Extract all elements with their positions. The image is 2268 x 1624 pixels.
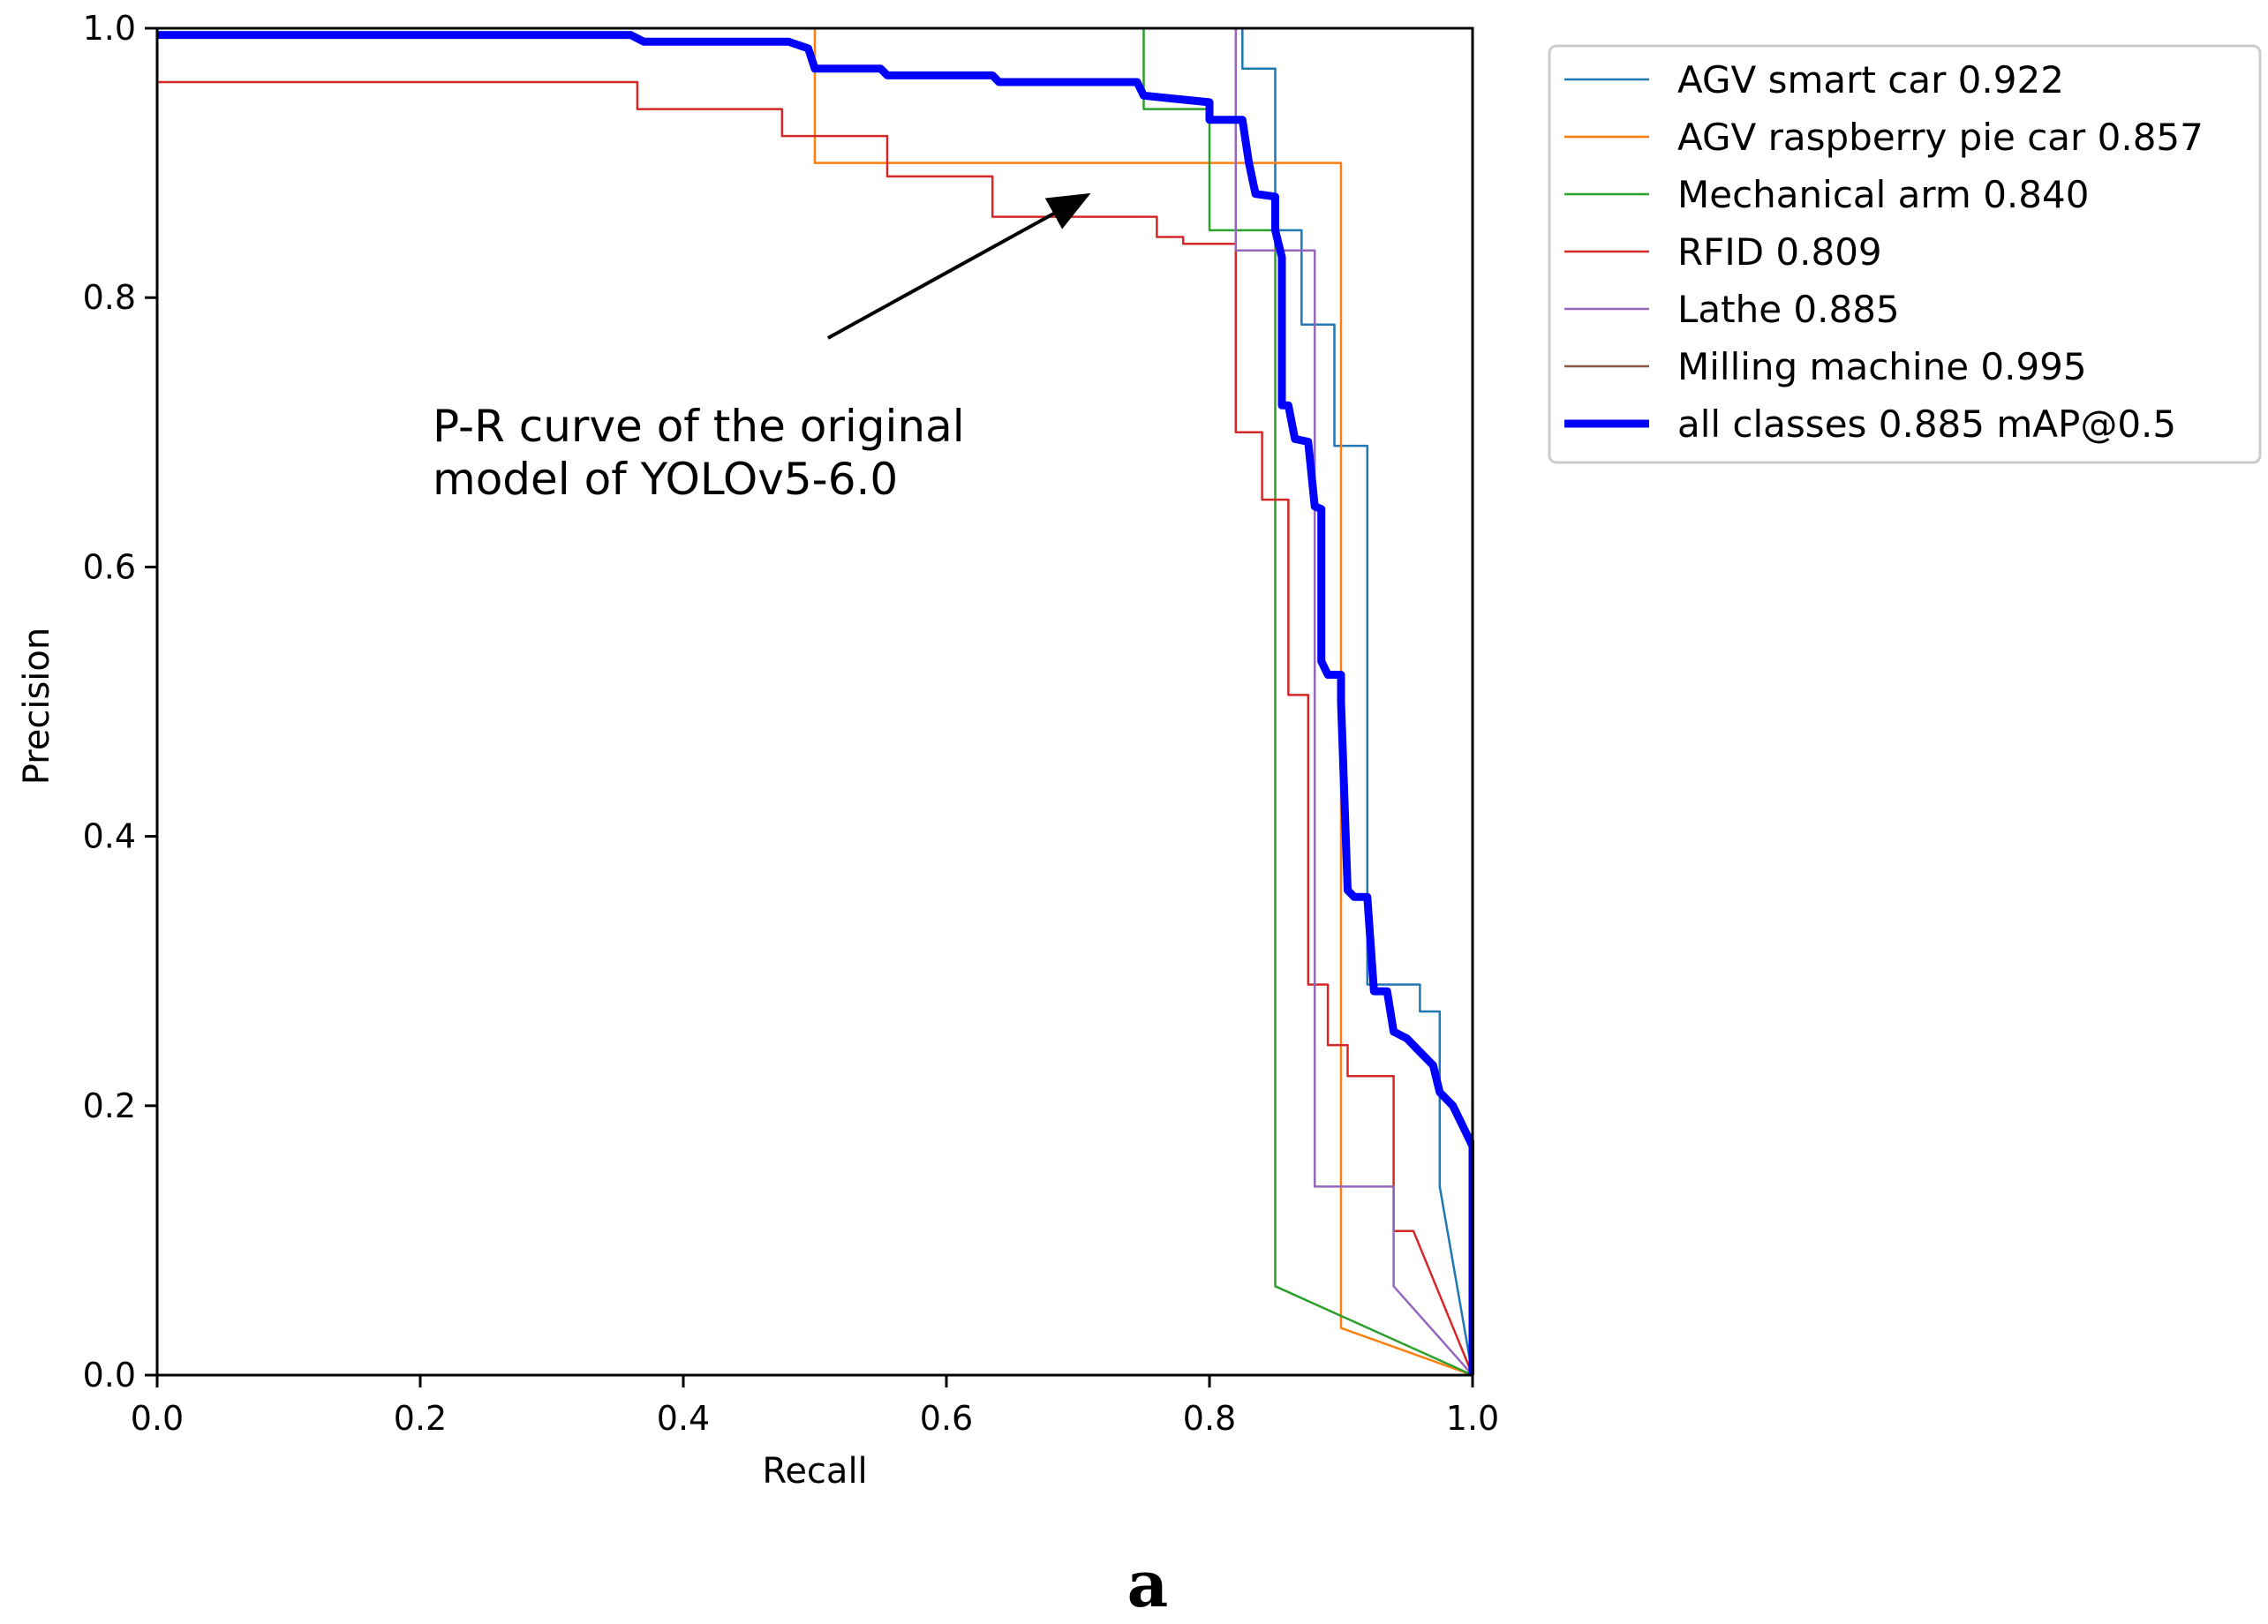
series-line-all-classes-0-885-map-0-5: [157, 31, 1474, 1375]
legend-label-mechanical-arm-0-840: Mechanical arm 0.840: [1677, 173, 2089, 216]
x-tick-label-3: 0.6: [920, 1399, 973, 1438]
series-line-lathe-0-885: [157, 26, 1473, 1376]
legend-label-milling-machine-0-995: Milling machine 0.995: [1677, 345, 2087, 388]
legend-label-lathe-0-885: Lathe 0.885: [1677, 288, 1900, 331]
y-tick-label-3: 0.6: [83, 547, 136, 586]
annotation-line-2: model of YOLOv5-6.0: [433, 454, 898, 505]
legend-box: [1548, 44, 2262, 464]
series-line-rfid-0-809: [157, 80, 1474, 1376]
x-tick-label-4: 0.8: [1183, 1399, 1236, 1438]
series-line-agv-smart-car-0-922: [157, 26, 1474, 1376]
y-axis-label: Precision: [17, 628, 57, 785]
x-tick-label-2: 0.4: [657, 1399, 710, 1438]
series-line-mechanical-arm-0-840: [157, 26, 1473, 1377]
annotation-arrow: [826, 192, 1091, 340]
annotation-line-1: P-R curve of the original: [433, 401, 965, 452]
legend-label-all-classes-0-885-map-0-5: all classes 0.885 mAP@0.5: [1677, 402, 2176, 446]
x-tick-label-1: 0.2: [394, 1399, 447, 1438]
legend-label-agv-raspberry-pie-car-0-857: AGV raspberry pie car 0.857: [1677, 116, 2204, 159]
legend-label-agv-smart-car-0-922: AGV smart car 0.922: [1677, 58, 2064, 102]
plot-frame: [155, 26, 1474, 1377]
panel-label: a: [1127, 1546, 1169, 1621]
x-tick-label-0: 0.0: [131, 1399, 184, 1438]
y-tick-label-0: 0.0: [83, 1356, 136, 1395]
x-tick-label-5: 1.0: [1446, 1399, 1499, 1438]
series-group: [157, 26, 1474, 1377]
y-tick-label-2: 0.4: [83, 817, 136, 856]
x-axis-label: Recall: [762, 1451, 867, 1492]
legend: AGV smart car 0.922 AGV raspberry pie car…: [1548, 44, 2262, 464]
y-tick-label-1: 0.2: [83, 1086, 136, 1125]
y-axis-ticks: 0.0 0.2 0.4 0.6 0.8 1.0: [83, 9, 157, 1395]
y-tick-label-4: 0.8: [83, 278, 136, 317]
x-axis-ticks: 0.0 0.2 0.4 0.6 0.8 1.0: [131, 1375, 1499, 1438]
annotation: P-R curve of the original model of YOLOv…: [433, 192, 1091, 505]
y-tick-label-5: 1.0: [83, 9, 136, 48]
legend-label-rfid-0-809: RFID 0.809: [1677, 230, 1882, 274]
